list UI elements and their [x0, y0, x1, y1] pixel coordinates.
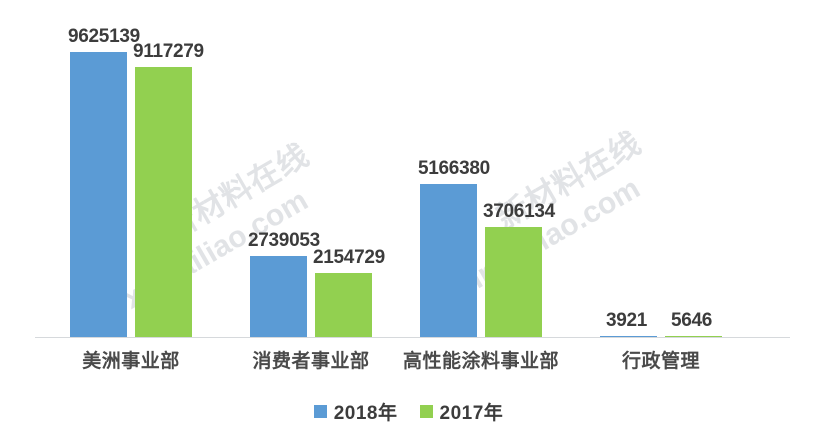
legend-swatch-icon [419, 405, 433, 418]
bar-value-label: 2739053 [248, 230, 320, 251]
category-axis-labels: 美洲事业部 消费者事业部 高性能涂料事业部 行政管理 [0, 346, 817, 378]
category-label-高性能涂料事业部: 高性能涂料事业部 [402, 351, 559, 372]
bar-value-label: 5166380 [418, 158, 490, 179]
bar-value-label: 2154729 [313, 247, 385, 268]
bar-group: 2739053 2154729 [248, 0, 385, 337]
category-label-消费者事业部: 消费者事业部 [252, 351, 370, 372]
bar-value-label: 5646 [670, 310, 713, 331]
bar-group: 5166380 3706134 [418, 0, 555, 337]
chart-legend: 2018年 2017年 [0, 398, 817, 425]
bar-2017年-美洲事业部[interactable] [135, 67, 192, 337]
bar-value-label: 3706134 [483, 201, 555, 222]
x-axis-line [35, 337, 790, 338]
bar-2018年-消费者事业部[interactable] [250, 256, 307, 337]
bar-group: 3921 5646 [600, 0, 722, 337]
bar-2018年-行政管理[interactable] [600, 336, 657, 337]
bar-value-label: 9625139 [68, 26, 140, 47]
legend-swatch-icon [313, 405, 327, 418]
bar-2018年-美洲事业部[interactable] [70, 52, 127, 337]
bar-2017年-消费者事业部[interactable] [315, 273, 372, 337]
bar-group: 9625139 9117279 [68, 0, 204, 337]
plot-area: 9625139 9117279 2739053 2154729 5166380 37061… [35, 0, 790, 338]
category-label-行政管理: 行政管理 [621, 351, 700, 372]
bar-value-label: 9117279 [133, 41, 204, 62]
bar-2017年-行政管理[interactable] [665, 336, 722, 337]
bar-2018年-高性能涂料事业部[interactable] [420, 184, 477, 337]
category-label-美洲事业部: 美洲事业部 [82, 351, 180, 372]
legend-item-2017年[interactable]: 2017年 [419, 398, 504, 425]
legend-item-2018年[interactable]: 2018年 [313, 398, 398, 425]
bar-value-label: 3921 [605, 310, 648, 331]
legend-label: 2017年 [439, 403, 504, 424]
bar-2017年-高性能涂料事业部[interactable] [485, 227, 542, 337]
legend-label: 2018年 [333, 403, 398, 424]
